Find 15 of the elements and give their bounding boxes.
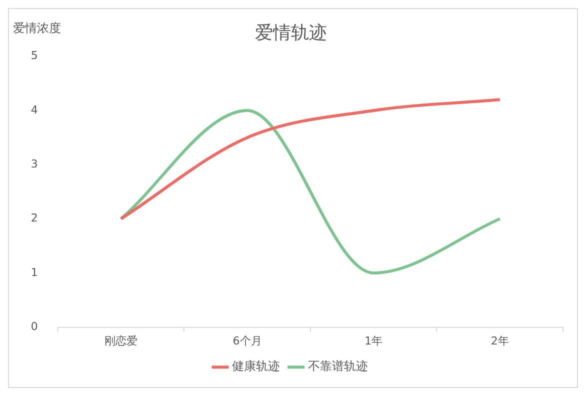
y-tick-label: 4	[30, 103, 38, 116]
chart-title: 爱情轨迹	[254, 22, 328, 44]
line-series	[119, 98, 502, 220]
y-tick-label: 1	[30, 266, 38, 279]
y-tick-label: 2	[30, 212, 38, 225]
x-tick-label: 6个月	[232, 334, 262, 348]
x-tick-label: 刚恋爱	[104, 334, 138, 348]
y-tick-label: 5	[30, 49, 38, 62]
x-tick-label: 1年	[364, 334, 383, 348]
y-tick-label: 3	[30, 158, 38, 170]
y-tick-label: 0	[30, 320, 38, 333]
legend-label: 不靠谱轨迹	[308, 359, 368, 374]
legend-label: 健康轨迹	[232, 359, 280, 374]
y-axis-title: 爱情浓度	[12, 21, 62, 35]
x-tick-label: 2年	[490, 334, 509, 348]
